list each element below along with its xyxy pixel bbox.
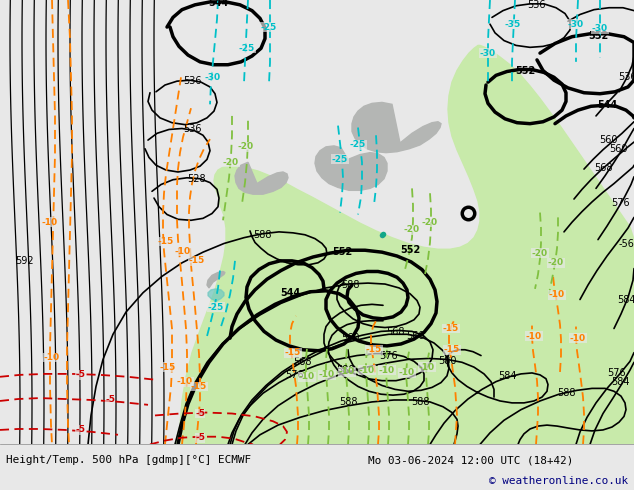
Text: -15: -15 [366, 345, 382, 354]
Text: 568: 568 [293, 357, 311, 368]
Text: 580: 580 [437, 356, 456, 367]
Text: -5: -5 [75, 425, 85, 435]
Polygon shape [315, 146, 387, 190]
Text: -10: -10 [379, 366, 395, 374]
Text: -5: -5 [195, 433, 205, 442]
Text: -10: -10 [299, 372, 315, 381]
Polygon shape [175, 46, 634, 444]
Text: -5: -5 [105, 394, 115, 404]
Text: -35: -35 [505, 20, 521, 28]
Polygon shape [352, 102, 441, 153]
Text: 528: 528 [186, 174, 205, 184]
Text: 584: 584 [617, 294, 634, 304]
Text: 580: 580 [336, 365, 354, 375]
Text: -20: -20 [238, 143, 254, 151]
Text: 536: 536 [527, 0, 545, 10]
Text: -25: -25 [332, 155, 348, 164]
Text: -20: -20 [548, 258, 564, 267]
Text: 552: 552 [332, 247, 352, 257]
Text: -25: -25 [208, 303, 224, 312]
Text: -15: -15 [160, 363, 176, 371]
Text: -15: -15 [191, 382, 207, 391]
Text: -5: -5 [75, 370, 85, 379]
Text: -25: -25 [350, 141, 366, 149]
Text: 568: 568 [594, 163, 612, 173]
Text: -10: -10 [319, 370, 335, 379]
Text: 536: 536 [183, 76, 201, 86]
Text: 584: 584 [498, 371, 516, 381]
Text: 536: 536 [183, 124, 201, 134]
Text: 576: 576 [286, 370, 304, 380]
Text: -30: -30 [480, 49, 496, 58]
Polygon shape [235, 162, 288, 194]
Polygon shape [208, 289, 224, 301]
Text: -10: -10 [359, 366, 375, 374]
Text: 560: 560 [598, 135, 618, 145]
Text: © weatheronline.co.uk: © weatheronline.co.uk [489, 476, 628, 486]
Text: -15: -15 [285, 348, 301, 357]
Text: -30: -30 [205, 73, 221, 82]
Text: -10: -10 [419, 363, 435, 371]
Text: -15: -15 [443, 324, 459, 333]
Text: -10: -10 [549, 290, 565, 299]
Text: -20: -20 [223, 158, 239, 167]
Text: 560: 560 [406, 331, 424, 341]
Text: -25: -25 [239, 44, 255, 53]
Text: 576: 576 [611, 198, 630, 208]
Text: -20: -20 [532, 248, 548, 258]
Text: -5: -5 [195, 409, 205, 418]
Text: -10: -10 [570, 334, 586, 343]
Text: -25: -25 [261, 23, 277, 31]
Text: -10: -10 [42, 218, 58, 227]
Text: 560: 560 [340, 333, 359, 343]
Text: -20: -20 [422, 218, 438, 227]
Text: -10: -10 [339, 368, 355, 376]
Text: -30: -30 [568, 20, 584, 28]
Text: 592: 592 [15, 256, 34, 266]
Text: 588: 588 [339, 397, 357, 407]
Text: 544: 544 [208, 0, 228, 8]
Text: 544: 544 [280, 288, 300, 298]
Text: -56: -56 [618, 240, 634, 249]
Text: 576: 576 [607, 368, 625, 378]
Text: 552: 552 [400, 245, 420, 255]
Text: -10: -10 [44, 353, 60, 362]
Text: 560: 560 [609, 144, 627, 154]
Text: 568: 568 [385, 327, 404, 337]
Text: -10: -10 [175, 246, 191, 256]
Polygon shape [207, 271, 225, 288]
Text: -10: -10 [526, 332, 542, 341]
Text: -10: -10 [177, 377, 193, 386]
Text: 588: 588 [253, 230, 271, 240]
Text: 588: 588 [411, 397, 429, 407]
Text: 584: 584 [611, 377, 630, 387]
Text: 552: 552 [588, 31, 608, 41]
Text: -15: -15 [444, 345, 460, 354]
Text: 576: 576 [378, 350, 398, 361]
Text: -20: -20 [404, 225, 420, 234]
Text: Mo 03-06-2024 12:00 UTC (18+42): Mo 03-06-2024 12:00 UTC (18+42) [368, 455, 573, 466]
Text: 544: 544 [597, 100, 617, 110]
Text: 536: 536 [618, 73, 634, 82]
Text: Height/Temp. 500 hPa [gdmp][°C] ECMWF: Height/Temp. 500 hPa [gdmp][°C] ECMWF [6, 455, 252, 466]
Text: -10: -10 [399, 368, 415, 377]
Text: -30: -30 [592, 24, 608, 33]
Text: -15: -15 [189, 256, 205, 266]
Text: 588: 588 [340, 280, 359, 290]
Text: -15: -15 [158, 237, 174, 246]
Text: 588: 588 [557, 388, 575, 398]
Text: 552: 552 [515, 66, 535, 75]
